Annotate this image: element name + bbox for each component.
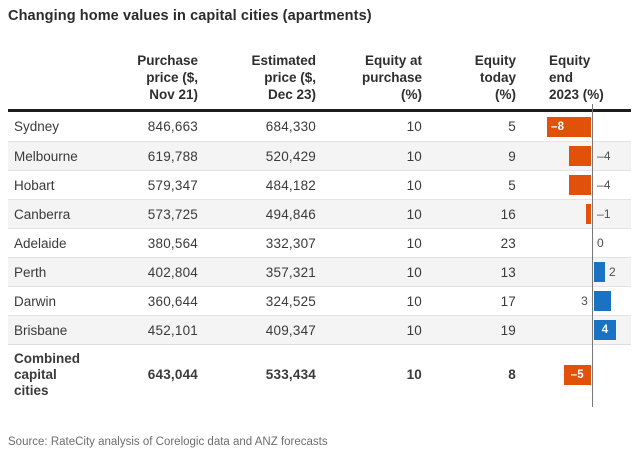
equity-at-purchase-cell: 10: [406, 177, 422, 193]
column-header: Purchase price ($, Nov 21): [137, 53, 198, 102]
equity-at-purchase-cell: 10: [406, 264, 422, 280]
equity-at-purchase-cell: 10: [406, 119, 422, 134]
estimated-price-cell: 520,429: [265, 148, 316, 164]
city-cell: Hobart: [14, 177, 55, 193]
purchase-price-cell: 846,663: [147, 119, 198, 134]
city-cell: Canberra: [14, 206, 71, 222]
equity-at-purchase-cell: 10: [406, 367, 422, 382]
equity-today-cell: 23: [500, 235, 516, 251]
equity-today-cell: 16: [500, 206, 516, 222]
equity-bar: [594, 320, 616, 340]
equity-bar-label: 0: [597, 236, 604, 250]
source-note: Source: RateCity analysis of Corelogic d…: [8, 436, 328, 448]
column-header: Estimated price ($, Dec 23): [251, 53, 316, 102]
equity-bar-label: 3: [581, 294, 588, 308]
city-cell: Perth: [14, 264, 47, 280]
equity-bar: [563, 364, 591, 385]
equity-bar-label: –1: [597, 207, 611, 221]
equity-bar: [594, 291, 611, 311]
purchase-price-cell: 573,725: [147, 206, 198, 222]
city-cell: Sydney: [14, 119, 60, 134]
chart-title: Changing home values in capital cities (…: [8, 8, 372, 24]
table-row: Canberra 573,725 494,846 10 16 –1: [8, 199, 631, 228]
column-header: Equity at purchase (%): [361, 53, 422, 102]
estimated-price-cell: 494,846: [265, 206, 316, 222]
equity-bar: [594, 262, 605, 282]
estimated-price-cell: 684,330: [265, 119, 316, 134]
table-body: Sydney 846,663 684,330 10 5 –8 Melbourne 619,78…: [8, 112, 631, 404]
equity-bar: [569, 146, 591, 166]
purchase-price-cell: 452,101: [147, 322, 198, 338]
equity-today-cell: 5: [508, 119, 516, 134]
equity-end-2023-cell: 2: [516, 258, 631, 286]
equity-end-2023-cell: –1: [516, 200, 631, 228]
equity-today-cell: 13: [500, 264, 516, 280]
table-row: Perth 402,804 357,321 10 13 2: [8, 257, 631, 286]
table-row: Sydney 846,663 684,330 10 5 –8: [8, 112, 631, 141]
purchase-price-cell: 619,788: [147, 148, 198, 164]
equity-today-cell: 19: [500, 322, 516, 338]
purchase-price-cell: 380,564: [147, 235, 198, 251]
city-cell: Combined capital cities: [14, 350, 80, 398]
equity-end-2023-cell: –4: [516, 142, 631, 170]
purchase-price-cell: 579,347: [147, 177, 198, 193]
table-row: Darwin 360,644 324,525 10 17 3: [8, 286, 631, 315]
purchase-price-cell: 360,644: [147, 293, 198, 309]
table-row: Adelaide 380,564 332,307 10 23 0: [8, 228, 631, 257]
estimated-price-cell: 332,307: [265, 235, 316, 251]
equity-end-2023-cell: 0: [516, 229, 631, 257]
purchase-price-cell: 402,804: [147, 264, 198, 280]
purchase-price-cell: 643,044: [147, 367, 198, 382]
city-cell: Adelaide: [14, 235, 67, 251]
column-header: Equity today (%): [474, 53, 516, 102]
equity-bar: [585, 204, 591, 224]
equity-bar-label: –8: [551, 120, 565, 133]
equity-at-purchase-cell: 10: [406, 206, 422, 222]
table-row: Melbourne 619,788 520,429 10 9 –4: [8, 141, 631, 170]
equity-at-purchase-cell: 10: [406, 235, 422, 251]
equity-today-cell: 5: [508, 177, 516, 193]
table-total-row: Combined capital cities 643,044 533,434 10 8…: [8, 344, 631, 404]
equity-end-2023-cell: 4: [516, 316, 631, 344]
equity-today-cell: 17: [500, 293, 516, 309]
equity-end-2023-cell: –5: [516, 345, 631, 404]
bar-chart-zero-axis: [591, 104, 593, 407]
city-cell: Melbourne: [14, 148, 78, 164]
estimated-price-cell: 324,525: [265, 293, 316, 309]
equity-today-cell: 9: [508, 148, 516, 164]
table-header-row: Purchase price ($, Nov 21) Estimated pric…: [8, 52, 631, 112]
equity-end-2023-cell: –8: [516, 112, 631, 141]
equity-end-2023-cell: –4: [516, 171, 631, 199]
city-cell: Darwin: [14, 293, 57, 309]
equity-bar-label: –5: [570, 368, 584, 381]
equity-bar-label: –4: [597, 149, 611, 163]
equity-bar-label: –4: [597, 178, 611, 192]
data-table: Purchase price ($, Nov 21) Estimated pric…: [8, 52, 631, 407]
estimated-price-cell: 357,321: [265, 264, 316, 280]
city-cell: Brisbane: [14, 322, 68, 338]
equity-bar: [569, 175, 591, 195]
equity-at-purchase-cell: 10: [406, 148, 422, 164]
equity-bar-label: 2: [609, 265, 616, 279]
equity-end-2023-cell: 3: [516, 287, 631, 315]
estimated-price-cell: 533,434: [265, 367, 316, 382]
estimated-price-cell: 409,347: [265, 322, 316, 338]
estimated-price-cell: 484,182: [265, 177, 316, 193]
table-row: Brisbane 452,101 409,347 10 19 4: [8, 315, 631, 344]
equity-at-purchase-cell: 10: [406, 293, 422, 309]
equity-bar: [547, 116, 591, 137]
table-row: Hobart 579,347 484,182 10 5 –4: [8, 170, 631, 199]
equity-bar-label: 4: [601, 324, 609, 336]
column-header: [8, 52, 130, 103]
equity-at-purchase-cell: 10: [406, 322, 422, 338]
column-header: Equity end 2023 (%): [549, 53, 604, 102]
equity-today-cell: 8: [508, 367, 516, 382]
